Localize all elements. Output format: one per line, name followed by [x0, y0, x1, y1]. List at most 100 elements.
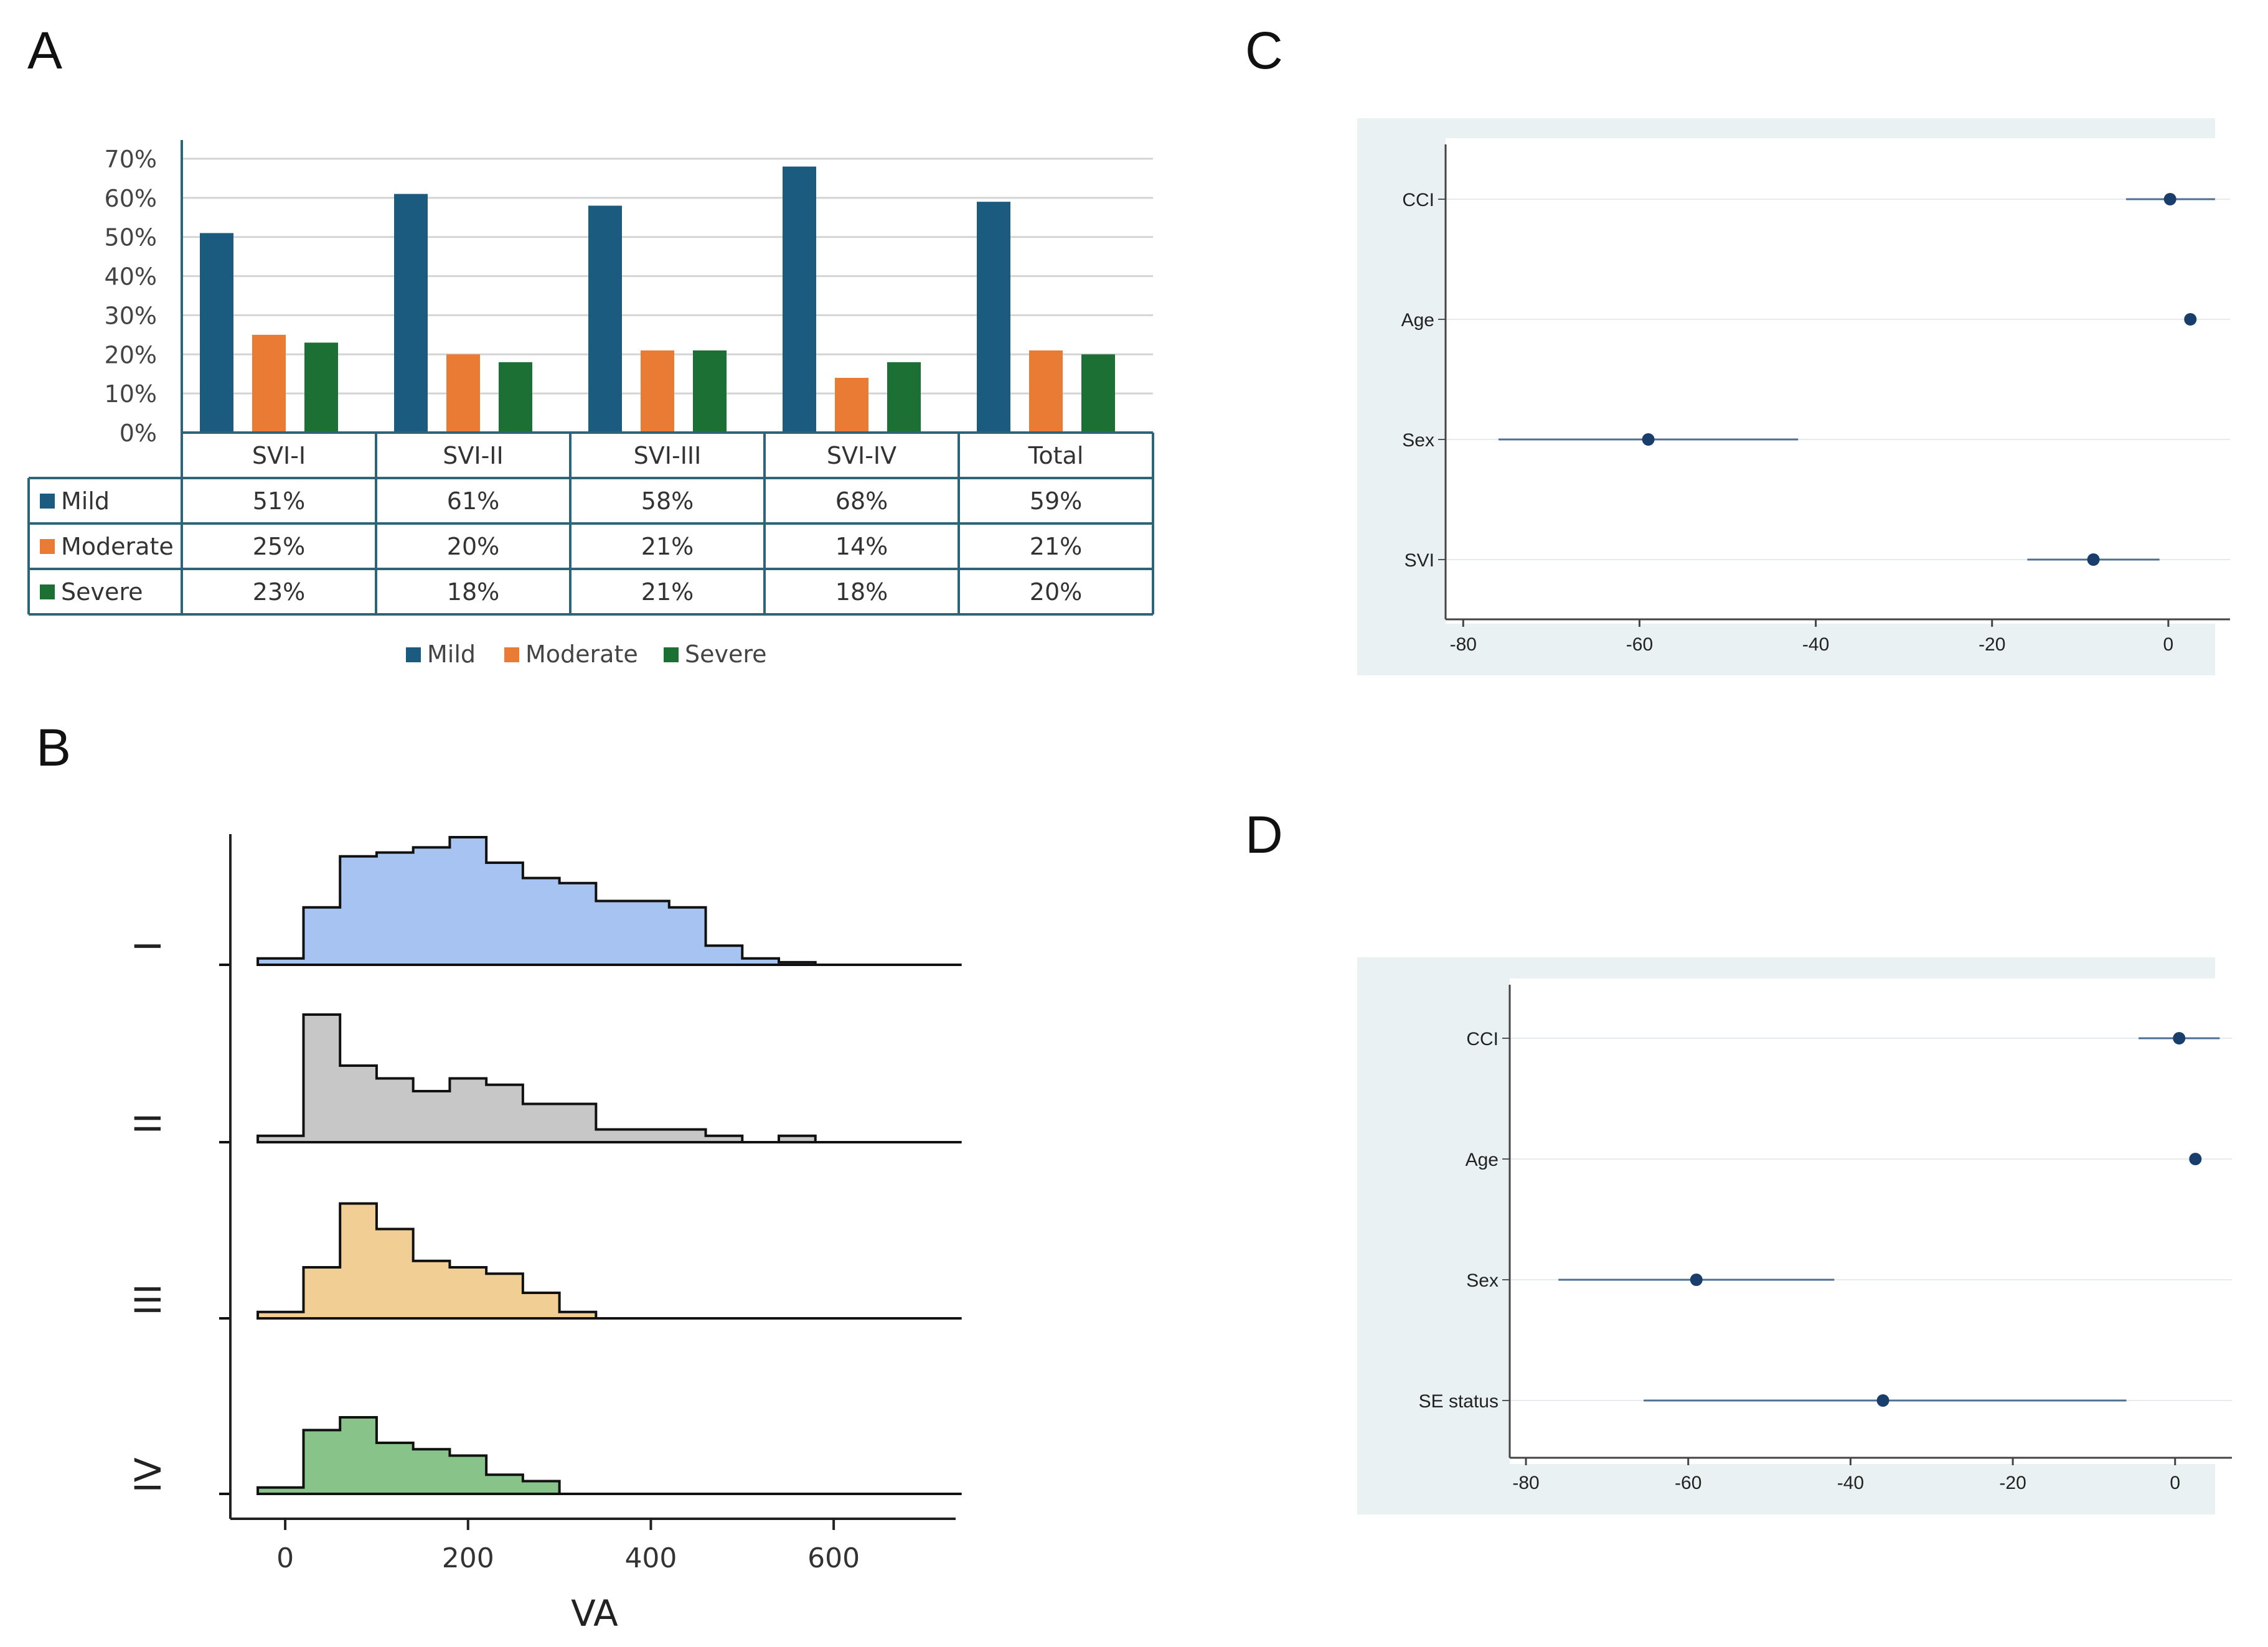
table-row-label: Moderate — [61, 533, 174, 560]
panel-label-a: A — [27, 21, 62, 80]
bar-mild-svi-iv — [783, 166, 816, 433]
legend-swatch-moderate — [504, 647, 519, 662]
bar-mild-total — [977, 202, 1010, 433]
panel-label-c: C — [1245, 21, 1283, 80]
x-tick-label: 200 — [442, 1542, 494, 1574]
table-cell: 51% — [253, 487, 305, 515]
y-label-cci: CCI — [1466, 1029, 1499, 1049]
table-cell: 14% — [835, 533, 888, 560]
estimate-point-sex — [1690, 1274, 1703, 1286]
y-label-cci: CCI — [1402, 190, 1434, 210]
table-cell: 59% — [1030, 487, 1082, 515]
panel-a-bars — [200, 166, 1115, 433]
x-tick-label: -40 — [1802, 634, 1829, 655]
legend-label-moderate: Moderate — [525, 640, 638, 668]
table-cell: 58% — [641, 487, 694, 515]
bar-severe-svi-iii — [693, 350, 727, 433]
bar-moderate-svi-iii — [641, 350, 674, 433]
panel-label-b: B — [36, 718, 71, 777]
x-tick-label: 0 — [2170, 1473, 2180, 1493]
row-label-II: II — [127, 1113, 169, 1134]
table-header-svi-ii: SVI-II — [443, 442, 503, 469]
panel-label-d: D — [1245, 805, 1283, 864]
bar-moderate-svi-i — [252, 334, 286, 433]
y-tick-label: 70% — [105, 146, 157, 173]
table-cell: 18% — [447, 578, 499, 606]
row-label-III: III — [127, 1283, 169, 1315]
y-label-age: Age — [1401, 310, 1434, 331]
panel-d-coefficient-plot: CCI Age Sex SE status -80 -60 -40 -20 0 — [1357, 957, 2232, 1514]
legend-label-severe: Severe — [685, 640, 767, 668]
x-tick-label: -20 — [1979, 634, 2005, 655]
histogram-II — [256, 1013, 962, 1143]
bar-mild-svi-iii — [588, 205, 622, 433]
table-cell: 21% — [641, 578, 694, 606]
bar-severe-svi-i — [304, 342, 338, 433]
table-cell: 20% — [1030, 578, 1082, 606]
table-header-svi-i: SVI-I — [252, 442, 306, 469]
panel-a-legend: Mild Moderate Severe — [406, 640, 767, 668]
table-cell: 21% — [1030, 533, 1082, 560]
table-cell: 21% — [641, 533, 694, 560]
table-legend-swatch — [40, 584, 55, 599]
bar-moderate-total — [1029, 350, 1063, 433]
table-cell: 68% — [835, 487, 888, 515]
y-label-age: Age — [1466, 1150, 1499, 1170]
estimate-point-se-status — [1876, 1394, 1889, 1407]
panel-a-y-ticks: 0% 10% 20% 30% 40% 50% 60% 70% — [105, 146, 157, 447]
table-row-label: Severe — [61, 578, 143, 606]
table-cell: 18% — [835, 578, 888, 606]
panel-a-gridlines — [181, 140, 1153, 433]
y-label-se-status: SE status — [1419, 1391, 1499, 1412]
y-label-svi: SVI — [1405, 550, 1434, 571]
table-cell: 23% — [253, 578, 305, 606]
panel-c-coefficient-plot: CCI Age Sex SVI -80 -60 -40 -20 0 — [1357, 118, 2230, 675]
row-label-IV: IV — [127, 1457, 169, 1493]
estimate-point-age — [2189, 1153, 2202, 1165]
y-tick-label: 20% — [105, 341, 157, 368]
bar-mild-svi-ii — [394, 194, 428, 433]
x-tick-label: -20 — [1999, 1473, 2026, 1493]
legend-swatch-mild — [406, 647, 421, 662]
y-tick-label: 0% — [120, 420, 157, 447]
x-tick-label: 0 — [276, 1542, 294, 1574]
estimate-point-cci — [2163, 193, 2176, 205]
x-tick-label: -80 — [1512, 1473, 1539, 1493]
bar-severe-total — [1081, 354, 1115, 433]
x-tick-label: 400 — [624, 1542, 677, 1574]
histogram-III — [256, 1202, 962, 1320]
table-header-svi-iii: SVI-III — [634, 442, 702, 469]
y-tick-label: 50% — [105, 224, 157, 251]
bar-severe-svi-ii — [499, 362, 532, 433]
y-tick-label: 10% — [105, 380, 157, 408]
x-tick-label: -80 — [1450, 634, 1477, 655]
table-cell: 25% — [253, 533, 305, 560]
histogram-IV — [256, 1416, 962, 1495]
x-tick-label: 0 — [2163, 634, 2174, 655]
estimate-point-sex — [1642, 433, 1655, 446]
bar-moderate-svi-ii — [446, 354, 480, 433]
y-tick-label: 30% — [105, 302, 157, 329]
panel-a-data-table: SVI-I SVI-II SVI-III SVI-IV Total Mild 51% 61% 5… — [27, 431, 1154, 616]
x-tick-label: -60 — [1626, 634, 1653, 655]
histogram-I — [256, 836, 962, 966]
panel-b-axes: 0 200 400 600 VA — [229, 834, 956, 1635]
estimate-point-cci — [2173, 1032, 2186, 1044]
x-axis-title: VA — [571, 1592, 618, 1635]
y-label-sex: Sex — [1402, 430, 1434, 451]
bar-severe-svi-iv — [887, 362, 921, 433]
estimate-point-age — [2184, 313, 2197, 326]
legend-label-mild: Mild — [427, 640, 476, 668]
bar-moderate-svi-iv — [835, 378, 868, 433]
y-tick-label: 60% — [105, 185, 157, 212]
row-label-I: I — [127, 941, 169, 951]
x-tick-label: 600 — [807, 1542, 860, 1574]
x-tick-label: -60 — [1675, 1473, 1701, 1493]
table-legend-swatch — [40, 539, 55, 554]
table-row-label: Mild — [61, 487, 110, 515]
table-cell: 20% — [447, 533, 499, 560]
table-cell: 61% — [447, 487, 499, 515]
